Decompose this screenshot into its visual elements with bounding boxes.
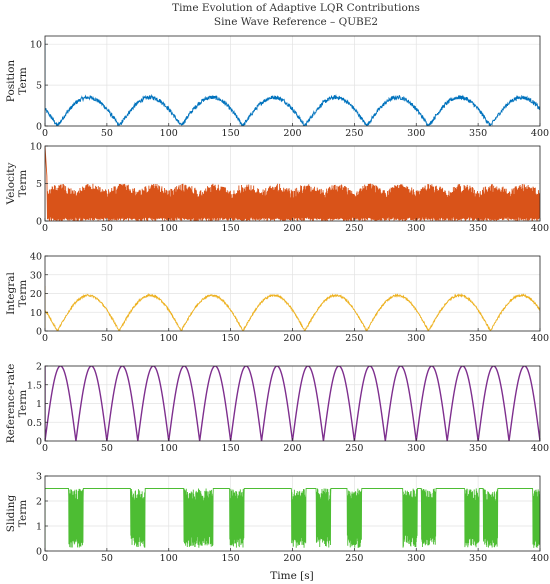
x-tick-label: 50 xyxy=(101,128,113,139)
x-tick-label: 350 xyxy=(469,128,487,139)
y-axis-label-line: Sliding xyxy=(5,494,17,532)
x-tick-label: 100 xyxy=(160,333,178,344)
y-axis-label-line: Term xyxy=(17,280,29,307)
x-tick-label: 0 xyxy=(42,333,48,344)
y-axis-label-line: Integral xyxy=(5,272,17,315)
x-tick-label: 0 xyxy=(42,553,48,564)
y-tick-label: 5 xyxy=(36,81,42,92)
y-axis-label-line: Reference-rate xyxy=(5,364,17,444)
subplot-4: 0 50 100 150 200 250 300 350 400 0 0.5 1 1.5 2 Referen… xyxy=(5,362,549,455)
x-tick-label: 400 xyxy=(531,223,549,234)
x-tick-label: 50 xyxy=(101,443,113,454)
x-tick-label: 300 xyxy=(407,128,425,139)
y-axis-label: PositionTerm xyxy=(5,60,29,103)
figure-title: Time Evolution of Adaptive LQR Contribut… xyxy=(172,2,420,14)
x-tick-label: 250 xyxy=(345,553,363,564)
x-tick-label: 100 xyxy=(160,553,178,564)
x-tick-label: 0 xyxy=(42,223,48,234)
x-tick-label: 100 xyxy=(160,223,178,234)
x-tick-label: 400 xyxy=(531,333,549,344)
y-tick-label: 2 xyxy=(36,497,42,508)
y-tick-label: 5 xyxy=(36,179,42,190)
y-tick-label: 1 xyxy=(36,522,42,533)
y-axis-label-line: Term xyxy=(17,390,29,417)
x-tick-label: 350 xyxy=(469,333,487,344)
subplot-3: 0 50 100 150 200 250 300 350 400010203040Integra… xyxy=(5,252,549,345)
x-tick-label: 150 xyxy=(222,553,240,564)
x-tick-label: 200 xyxy=(283,443,301,454)
x-tick-label: 0 xyxy=(42,128,48,139)
y-tick-label: 0 xyxy=(36,547,42,558)
x-tick-label: 200 xyxy=(283,128,301,139)
series-line xyxy=(45,488,540,551)
x-tick-label: 100 xyxy=(160,443,178,454)
y-tick-label: 2 xyxy=(36,362,42,373)
x-tick-label: 300 xyxy=(407,223,425,234)
subplot-5: 0 50 100 150 200 250 300 350 400 0 1 2 3 SlidingTerm xyxy=(5,472,549,565)
x-tick-label: 400 xyxy=(531,443,549,454)
x-tick-label: 350 xyxy=(469,223,487,234)
y-axis-label: SlidingTerm xyxy=(5,494,29,532)
series-line xyxy=(45,40,540,126)
x-tick-label: 200 xyxy=(283,553,301,564)
y-tick-label: 30 xyxy=(30,270,42,281)
y-tick-label: 0.5 xyxy=(27,418,42,429)
y-tick-label: 40 xyxy=(30,252,42,263)
y-axis-label: Reference-rateTerm xyxy=(5,364,29,444)
x-tick-label: 100 xyxy=(160,128,178,139)
x-tick-label: 300 xyxy=(407,333,425,344)
y-tick-label: 20 xyxy=(30,289,42,300)
y-tick-label: 1.5 xyxy=(27,380,42,391)
x-tick-label: 150 xyxy=(222,223,240,234)
y-axis-label-line: Term xyxy=(17,67,29,94)
x-tick-label: 300 xyxy=(407,553,425,564)
subplot-stack: 0 50 100 150 200 250 300 350 4000510PositionTerm… xyxy=(5,35,549,565)
y-tick-label: 0 xyxy=(36,437,42,448)
x-tick-label: 300 xyxy=(407,443,425,454)
series-line xyxy=(45,286,540,331)
y-axis-label-line: Velocity xyxy=(5,162,17,205)
y-tick-label: 1 xyxy=(36,399,42,410)
x-tick-label: 50 xyxy=(101,553,113,564)
x-tick-label: 350 xyxy=(469,443,487,454)
x-tick-label: 250 xyxy=(345,223,363,234)
x-tick-label: 250 xyxy=(345,333,363,344)
series-line xyxy=(45,146,540,221)
y-tick-label: 0 xyxy=(36,327,42,338)
x-axis-label: Time [s] xyxy=(270,570,313,582)
x-tick-label: 50 xyxy=(101,223,113,234)
x-tick-label: 200 xyxy=(283,333,301,344)
y-tick-label: 0 xyxy=(36,217,42,228)
y-axis-label-line: Term xyxy=(17,170,29,197)
x-tick-label: 50 xyxy=(101,333,113,344)
y-axis-label-line: Position xyxy=(5,60,17,103)
x-tick-label: 350 xyxy=(469,553,487,564)
x-tick-label: 400 xyxy=(531,553,549,564)
y-axis-label: IntegralTerm xyxy=(5,272,29,315)
y-tick-label: 10 xyxy=(30,308,42,319)
x-tick-label: 400 xyxy=(531,128,549,139)
y-tick-label: 10 xyxy=(30,142,42,153)
y-tick-label: 0 xyxy=(36,122,42,133)
y-axis-label-line: Term xyxy=(17,500,29,527)
y-tick-label: 3 xyxy=(36,472,42,483)
x-tick-label: 250 xyxy=(345,128,363,139)
x-tick-label: 150 xyxy=(222,443,240,454)
x-tick-label: 0 xyxy=(42,443,48,454)
x-tick-label: 200 xyxy=(283,223,301,234)
x-tick-label: 250 xyxy=(345,443,363,454)
x-tick-label: 150 xyxy=(222,128,240,139)
figure-subtitle: Sine Wave Reference – QUBE2 xyxy=(214,16,378,28)
y-axis-label: VelocityTerm xyxy=(5,162,29,205)
x-tick-label: 150 xyxy=(222,333,240,344)
y-tick-label: 10 xyxy=(30,40,42,51)
